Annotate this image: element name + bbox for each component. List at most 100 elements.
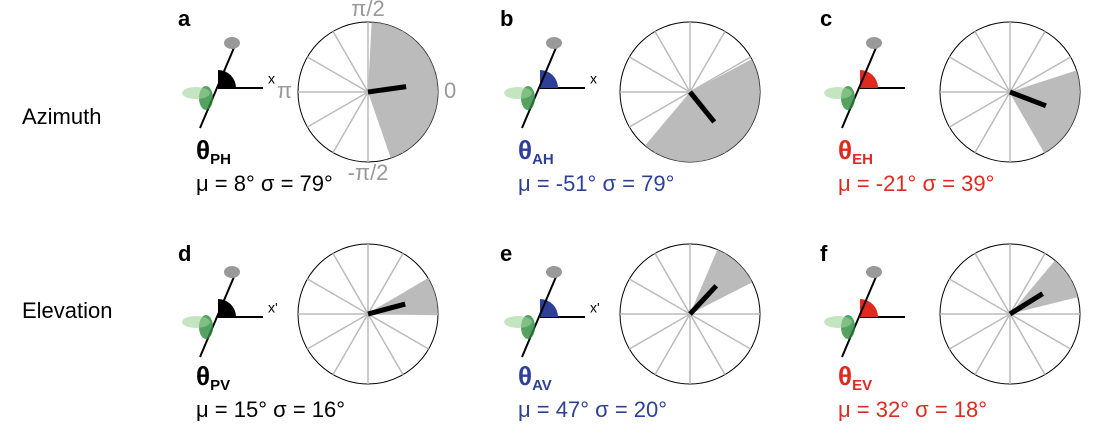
spread-wedge	[368, 22, 438, 159]
spoke	[974, 253, 1011, 315]
spoke	[949, 56, 1011, 93]
spoke	[974, 313, 1011, 375]
theta-symbol: θ	[838, 135, 852, 165]
panel: e x' θAV μ = 47° σ = 20°	[500, 241, 761, 422]
mean-line	[367, 301, 406, 317]
axis-label: x'	[268, 300, 278, 316]
spoke	[629, 313, 691, 350]
spread-wedge	[368, 277, 439, 316]
fly-head	[866, 37, 882, 49]
panel-letter: c	[820, 6, 832, 31]
spoke	[1009, 31, 1046, 93]
panel-letter: d	[178, 241, 191, 266]
fly-wing	[182, 316, 210, 328]
polar-label: 0	[444, 78, 456, 103]
spoke	[367, 278, 429, 315]
spoke	[654, 31, 691, 93]
polar-label: π/2	[351, 0, 385, 21]
spoke	[307, 56, 369, 93]
spoke	[689, 313, 726, 375]
spoke	[949, 91, 1011, 128]
spoke	[654, 91, 691, 153]
panel-letter: a	[178, 6, 191, 31]
spoke	[332, 313, 369, 375]
spoke	[367, 313, 429, 350]
spoke	[1009, 313, 1071, 350]
theta-subscript: PH	[210, 151, 231, 168]
fly-wing	[504, 87, 532, 99]
spoke	[367, 91, 429, 128]
theta-symbol: θ	[518, 135, 532, 165]
fly-head	[224, 266, 240, 278]
spoke	[367, 253, 404, 315]
spoke	[689, 313, 751, 350]
axis-label: x	[268, 71, 275, 87]
stats: μ = -21° σ = 39°	[838, 171, 994, 196]
theta-subscript: PV	[210, 377, 230, 394]
theta-subscript: EH	[852, 151, 873, 168]
mean-line	[688, 284, 719, 316]
body-axis	[199, 271, 237, 358]
theta-subscript: AV	[532, 377, 552, 394]
spoke	[307, 278, 369, 315]
theta-label: θAV	[518, 361, 552, 394]
fly-wing	[504, 316, 532, 328]
panel-letter: e	[500, 241, 512, 266]
theta-label: θAH	[518, 135, 554, 168]
fly-wing	[824, 316, 852, 328]
spoke	[367, 31, 404, 93]
spoke	[689, 31, 726, 93]
spoke	[332, 91, 369, 153]
spoke	[629, 56, 691, 93]
theta-subscript: AH	[532, 151, 554, 168]
fly-head	[546, 37, 562, 49]
theta-label: θEH	[838, 135, 873, 168]
spoke	[307, 91, 369, 128]
mean-line	[688, 90, 717, 124]
stats: μ = -51° σ = 79°	[518, 171, 674, 196]
panel: b x θAH μ = -51° σ = 79°	[500, 6, 761, 196]
spoke	[689, 253, 726, 315]
panel: d x' θPV μ = 15° σ = 16°	[178, 241, 439, 422]
theta-subscript: EV	[852, 377, 872, 394]
spoke	[332, 31, 369, 93]
theta-label: θPH	[196, 135, 231, 168]
body-axis	[521, 271, 559, 358]
spoke	[974, 91, 1011, 153]
theta-symbol: θ	[518, 361, 532, 391]
spoke	[629, 91, 691, 128]
polar-label: -π/2	[348, 160, 389, 185]
spoke	[1009, 56, 1071, 93]
spoke	[689, 278, 751, 315]
spoke	[1009, 313, 1046, 375]
body-axis	[841, 271, 879, 358]
spoke	[332, 253, 369, 315]
spoke	[949, 313, 1011, 350]
theta-symbol: θ	[196, 361, 210, 391]
fly-head	[546, 266, 562, 278]
theta-label: θPV	[196, 361, 230, 394]
spoke	[629, 278, 691, 315]
spoke	[689, 91, 751, 128]
spoke	[974, 31, 1011, 93]
theta-label: θEV	[838, 361, 872, 394]
stats: μ = 47° σ = 20°	[518, 397, 667, 422]
fly-head	[224, 37, 240, 49]
spoke	[367, 313, 404, 375]
spoke	[949, 278, 1011, 315]
polar-label: π	[277, 78, 292, 103]
stats: μ = 32° σ = 18°	[838, 397, 987, 422]
theta-symbol: θ	[196, 135, 210, 165]
axis-label: x	[590, 71, 597, 87]
axis-label: x'	[590, 300, 600, 316]
spoke	[367, 56, 429, 93]
panel: c θEH μ = -21° σ = 39°	[820, 6, 1081, 196]
fly-head	[866, 266, 882, 278]
spoke	[654, 253, 691, 315]
panel-letter: f	[820, 241, 828, 266]
body-axis	[521, 42, 559, 129]
mean-line	[1008, 291, 1044, 317]
stats: μ = 8° σ = 79°	[196, 171, 333, 196]
theta-symbol: θ	[838, 361, 852, 391]
